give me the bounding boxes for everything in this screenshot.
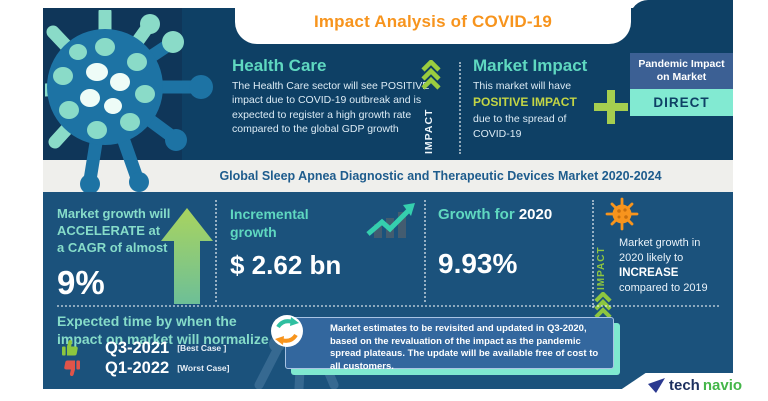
cagr-section: Market growth will ACCELERATE at a CAGR …: [57, 206, 182, 257]
cagr-line3: a CAGR of almost: [57, 239, 168, 255]
growth-2020-heading: Growth for 2020: [438, 206, 552, 223]
market-impact-line3: COVID-19: [473, 127, 522, 140]
plus-icon: [594, 90, 628, 124]
outlook-line2: 2020 likely to: [619, 251, 684, 264]
brand-navio: navio: [702, 377, 743, 394]
pandemic-impact-box: Pandemic Impact on Market DIRECT: [630, 53, 733, 117]
cagr-value: 9%: [57, 264, 105, 301]
thumbs-up-icon: [62, 339, 78, 356]
normalize-heading: Expected time by when the impact on mark…: [57, 313, 269, 348]
outlook-highlight: INCREASE: [619, 266, 679, 279]
impact-label-top: IMPACT: [423, 108, 435, 154]
coronavirus-illustration-icon: [45, 10, 213, 192]
virus-orange-icon: [605, 197, 639, 231]
worst-case-row: Q1-2022 [Worst Case]: [61, 358, 230, 378]
title-band: Impact Analysis of COVID-19: [235, 0, 631, 44]
incremental-growth-heading: Incremental growth: [230, 206, 309, 241]
market-impact-heading: Market Impact: [473, 56, 588, 75]
incremental-heading-line2: growth: [230, 223, 277, 240]
market-impact-line1: This market will have: [473, 80, 572, 92]
thumbs-down-icon: [64, 360, 80, 377]
refresh-icon: [271, 315, 303, 347]
page-title: Impact Analysis of COVID-19: [313, 12, 553, 31]
note-text: Market estimates to be revisited and upd…: [330, 323, 599, 372]
market-title-band: Global Sleep Apnea Diagnostic and Therap…: [43, 160, 733, 192]
divider-dotted: [459, 62, 461, 154]
note-box: Market estimates to be revisited and upd…: [285, 317, 614, 372]
market-impact-highlight: POSITIVE IMPACT: [473, 95, 577, 110]
normalize-heading-line2: impact on market will normalize: [57, 330, 269, 347]
worst-case-value: Q1-2022: [105, 358, 170, 377]
incremental-heading-line1: Incremental: [230, 206, 309, 222]
chevron-up-icon: [421, 60, 441, 90]
trend-up-chart-icon: [366, 203, 415, 238]
normalize-heading-line1: Expected time by when the: [57, 313, 237, 329]
incremental-growth-value: $ 2.62 bn: [230, 250, 342, 280]
cagr-line2: ACCELERATE at: [57, 222, 161, 238]
best-case-label: [Best Case ]: [177, 343, 227, 353]
pandemic-impact-label: Pandemic Impact on Market: [630, 53, 733, 90]
cagr-line1: Market growth will: [57, 206, 171, 221]
growth-up-arrow-icon: [161, 208, 213, 304]
best-case-value: Q3-2021: [105, 338, 170, 357]
divider-dotted-horizontal: [57, 305, 719, 307]
top-right-corner-block: [630, 0, 733, 46]
outlook-line3: compared to 2019: [619, 282, 708, 295]
growth-2020-year: 2020: [518, 206, 553, 223]
growth-2020-value: 9.93%: [438, 248, 518, 279]
outlook-line1: Market growth in: [619, 237, 701, 249]
market-title: Global Sleep Apnea Diagnostic and Therap…: [219, 169, 662, 183]
market-impact-section: Market Impact This market will have POSI…: [473, 56, 593, 142]
divider-dotted: [215, 200, 217, 302]
health-care-section: Health Care The Health Care sector will …: [232, 56, 430, 137]
technavio-logo[interactable]: tech navio: [648, 377, 742, 394]
pandemic-impact-value: DIRECT: [630, 89, 733, 117]
impact-label-bottom: IMPACT: [596, 246, 607, 290]
divider-dotted: [424, 200, 426, 302]
outlook-text: Market growth in 2020 likely to INCREASE…: [619, 236, 733, 296]
market-impact-line2: due to the spread of: [473, 112, 567, 125]
best-case-row: Q3-2021 [Best Case ]: [61, 338, 226, 358]
technavio-arrow-icon: [648, 377, 665, 393]
health-care-body: The Health Care sector will see POSITIVE…: [232, 80, 430, 136]
growth-2020-label: Growth for: [438, 206, 515, 223]
divider-dotted: [592, 200, 594, 308]
worst-case-label: [Worst Case]: [177, 363, 230, 373]
bottom-panel: Market growth will ACCELERATE at a CAGR …: [43, 192, 733, 389]
brand-tech: tech: [669, 377, 700, 394]
health-care-heading: Health Care: [232, 56, 327, 75]
